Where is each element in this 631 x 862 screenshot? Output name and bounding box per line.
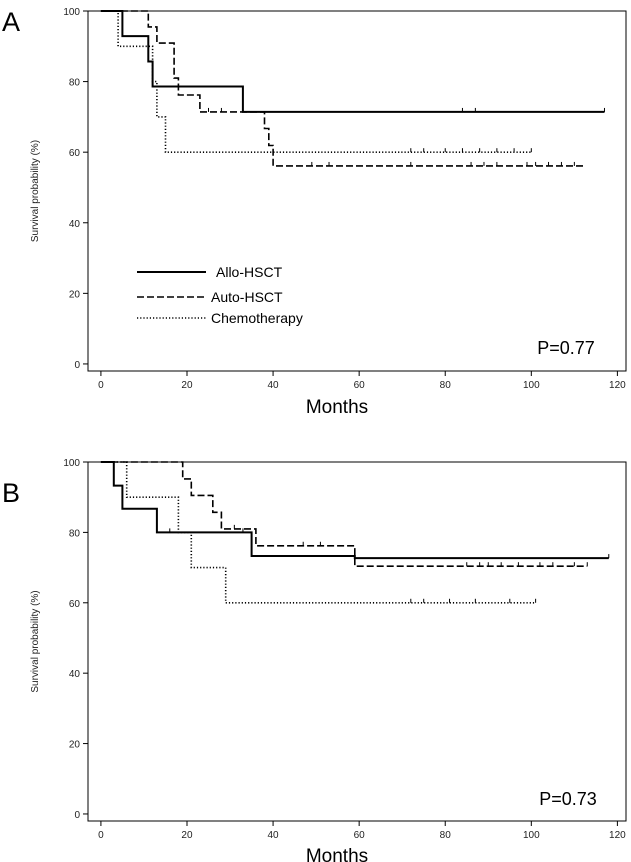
x-tick-label: 60 bbox=[354, 380, 366, 391]
y-tick-label: 60 bbox=[69, 148, 81, 159]
panel-a: A 0 20 40 60 80 100 120 0 20 40 60 80 100 Months Surviv… bbox=[2, 7, 627, 418]
legend-label: Auto-HSCT bbox=[211, 289, 283, 305]
x-tick-label: 20 bbox=[181, 830, 193, 841]
x-tick-label: 0 bbox=[98, 380, 104, 391]
y-tick-label: 60 bbox=[69, 599, 81, 610]
y-tick-label: 100 bbox=[63, 7, 80, 18]
legend-label: Chemotherapy bbox=[211, 310, 303, 326]
y-axis-label: Survival probability (%) bbox=[30, 590, 41, 692]
panel-letter: A bbox=[2, 7, 20, 37]
x-tick-label: 100 bbox=[523, 830, 540, 841]
y-tick-label: 40 bbox=[69, 219, 81, 230]
x-tick-label: 40 bbox=[268, 830, 280, 841]
y-tick-label: 0 bbox=[74, 360, 80, 371]
survival-curve-chemotherapy bbox=[100, 461, 536, 604]
p-value: P=0.73 bbox=[539, 789, 597, 809]
x-tick-label: 80 bbox=[440, 380, 452, 391]
x-tick-label: 0 bbox=[98, 830, 104, 841]
x-tick-label: 80 bbox=[440, 830, 452, 841]
y-tick-label: 20 bbox=[69, 289, 81, 300]
legend: Allo-HSCT Auto-HSCT Chemotherapy bbox=[137, 264, 303, 326]
survival-curve-allo-hsct bbox=[100, 461, 609, 560]
x-tick-label: 40 bbox=[268, 380, 280, 391]
x-tick-label: 100 bbox=[523, 380, 540, 391]
x-tick-label: 60 bbox=[354, 830, 366, 841]
y-tick-label: 20 bbox=[69, 740, 81, 751]
y-axis-label: Survival probability (%) bbox=[30, 140, 41, 242]
y-tick-label: 80 bbox=[69, 528, 81, 539]
survival-curve-auto-hsct bbox=[100, 461, 588, 567]
y-tick-label: 0 bbox=[74, 810, 80, 821]
plot-frame bbox=[87, 461, 627, 822]
x-tick-label: 20 bbox=[181, 380, 193, 391]
legend-label: Allo-HSCT bbox=[216, 264, 283, 280]
y-tick-label: 40 bbox=[69, 669, 81, 680]
panel-b: B 0 20 40 60 80 100 120 0 20 40 60 80 100 Months Surviv… bbox=[2, 458, 627, 862]
survival-curve-allo-hsct bbox=[100, 10, 605, 113]
x-axis-label: Months bbox=[306, 846, 368, 862]
x-axis-label: Months bbox=[306, 397, 368, 418]
p-value: P=0.77 bbox=[537, 338, 595, 358]
survival-curve-chemotherapy bbox=[100, 10, 532, 153]
y-tick-label: 80 bbox=[69, 78, 81, 89]
plot-frame bbox=[87, 10, 627, 372]
survival-curve-auto-hsct bbox=[100, 10, 583, 167]
x-tick-label: 120 bbox=[609, 830, 626, 841]
x-tick-label: 120 bbox=[609, 380, 626, 391]
y-tick-label: 100 bbox=[63, 458, 80, 469]
panel-letter: B bbox=[2, 478, 20, 508]
